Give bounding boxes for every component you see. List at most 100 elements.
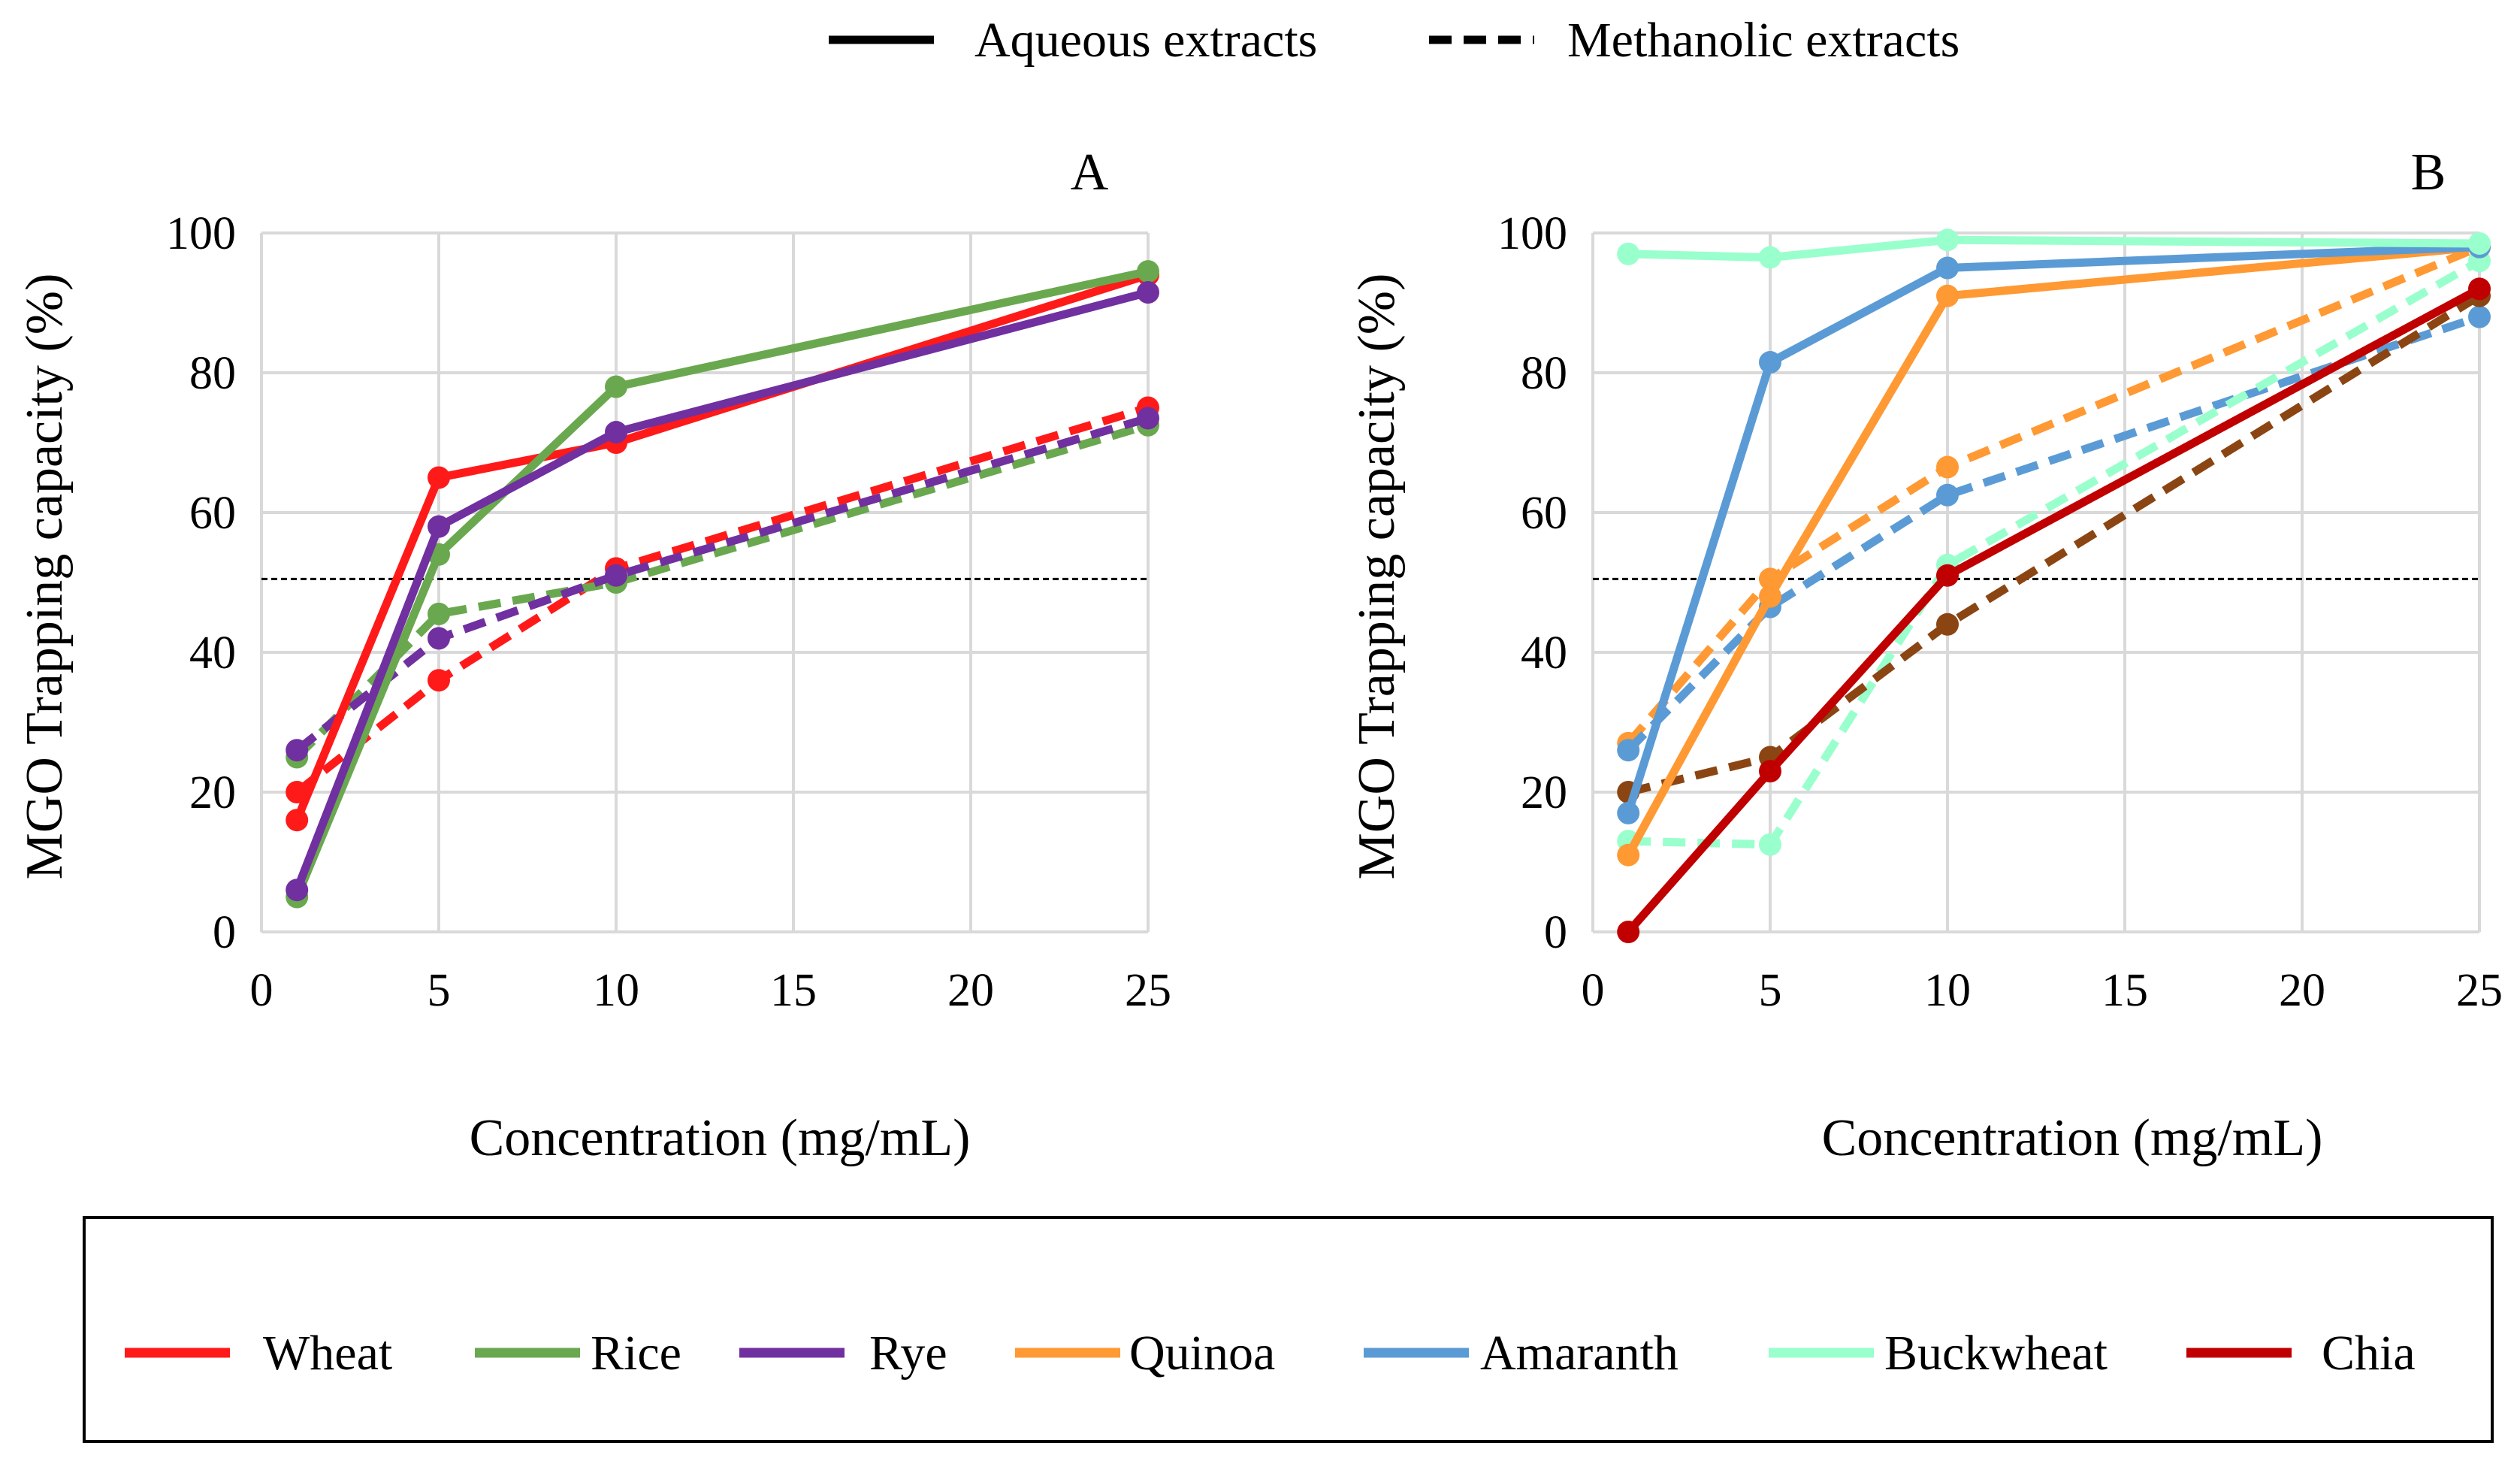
panel-a-y-tick-label: 0 — [213, 907, 236, 958]
panel-a-y-axis-title: MGO Trapping capacity (%) — [16, 274, 74, 880]
panel-a-point-wheat-methanolic — [428, 669, 450, 692]
panel-a-tick-labels: 0 5 10 15 20 25 0 20 40 60 80 100 — [166, 208, 1171, 1016]
panel-b-point-chia-aqueous — [2468, 277, 2491, 301]
panel-b-y-tick-label: 0 — [1544, 907, 1567, 958]
panel-b-axes — [1591, 233, 2479, 933]
panel-a-point-wheat-aqueous — [428, 466, 450, 489]
legend-label-buckwheat: Buckwheat — [1884, 1326, 2108, 1381]
panel-b-point-amaranth-methanolic — [2468, 305, 2491, 328]
panel-b-series-line-quinoa-aqueous — [1624, 243, 2480, 858]
panel-a-point-rye-methanolic — [428, 627, 450, 650]
panel-a-point-rice-aqueous — [1137, 260, 1159, 283]
panel-a-point-rye-aqueous — [1137, 281, 1159, 304]
panel-a-axes — [260, 233, 1148, 933]
panel-b-point-quinoa-aqueous — [1617, 843, 1640, 867]
panel-a-x-tick-label: 25 — [1125, 965, 1171, 1016]
legend-label-wheat: Wheat — [263, 1326, 392, 1381]
panel-b-point-quinoa-aqueous — [1936, 284, 1959, 307]
panel-a-x-tick-label: 5 — [428, 965, 451, 1016]
panel-b-series-line-buckwheat-methanolic — [1628, 257, 2482, 849]
panel-a-y-tick-label: 80 — [189, 348, 236, 399]
panel-a-x-tick-label: 10 — [593, 965, 639, 1016]
panel-b-x-tick-label: 20 — [2279, 965, 2325, 1016]
panel-b-point-buckwheat-aqueous — [1936, 228, 1959, 252]
panel-a-x-tick-label: 0 — [250, 965, 273, 1016]
panel-b-y-tick-label: 100 — [1497, 208, 1567, 259]
legend-item-chia: Chia — [2186, 1326, 2416, 1381]
panel-a-y-tick-label: 40 — [189, 628, 236, 679]
panel-b-point-amaranth-aqueous — [1936, 256, 1959, 280]
panel-b-y-tick-label: 20 — [1521, 767, 1567, 818]
panel-a-series-line-rice-methanolic — [294, 421, 1150, 761]
panel-a-point-rye-methanolic — [286, 739, 309, 762]
panel-a-point-rye-aqueous — [428, 515, 450, 538]
panel-b-point-buckwheat-aqueous — [1617, 242, 1640, 265]
panel-b-x-tick-label: 5 — [1759, 965, 1782, 1016]
panel-b-point-amaranth-aqueous — [1759, 351, 1781, 374]
panel-a-point-wheat-aqueous — [286, 809, 309, 832]
panel-a-point-rye-aqueous — [286, 879, 309, 902]
legend-item-quinoa: Quinoa — [1015, 1326, 1275, 1381]
panel-a-x-axis-title: Concentration (mg/mL) — [470, 1109, 971, 1167]
legend-label-rice: Rice — [591, 1326, 681, 1381]
panel-b-y-tick-label: 40 — [1521, 628, 1567, 679]
panel-b-point-chia-methanolic — [1936, 613, 1959, 636]
panel-a-y-tick-label: 100 — [166, 208, 236, 259]
series-legend: Wheat Rice Rye Quinoa Amaranth Buckwheat… — [83, 1216, 2494, 1443]
panel-b-y-axis-title: MGO Trapping capacity (%) — [1348, 274, 1406, 880]
panel-b-x-tick-label: 15 — [2102, 965, 2148, 1016]
panel-a-label: A — [1071, 144, 1109, 201]
style-legend: Aqueous extracts Methanolic extracts — [829, 13, 1959, 68]
panel-b-point-chia-aqueous — [1617, 921, 1640, 943]
legend-label-chia: Chia — [2322, 1326, 2416, 1381]
panel-b-series-line-amaranth-aqueous — [1624, 243, 2480, 815]
style-legend-dashed-label: Methanolic extracts — [1567, 13, 1959, 68]
legend-item-amaranth: Amaranth — [1364, 1326, 1678, 1381]
panel-b-x-axis-title: Concentration (mg/mL) — [1822, 1109, 2323, 1167]
panel-a-point-rice-aqueous — [605, 375, 627, 398]
panel-b-point-buckwheat-methanolic — [1759, 833, 1781, 856]
panel-a-point-rye-aqueous — [605, 421, 627, 444]
panel-a-x-tick-label: 20 — [947, 965, 994, 1016]
panel-b-series-line-chia-methanolic — [1627, 292, 2482, 797]
legend-label-quinoa: Quinoa — [1129, 1326, 1275, 1381]
panel-b-point-buckwheat-aqueous — [1759, 246, 1781, 269]
panel-a-series-line-rye-aqueous — [293, 288, 1150, 892]
panel-a-x-tick-label: 15 — [770, 965, 817, 1016]
series-legend-box — [83, 1216, 2494, 1443]
panel-a-y-tick-label: 60 — [189, 488, 236, 539]
legend-item-rice: Rice — [475, 1326, 681, 1381]
panel-b-grid — [1593, 231, 2481, 932]
legend-item-buckwheat: Buckwheat — [1769, 1326, 2108, 1381]
panel-b-point-amaranth-methanolic — [1617, 739, 1640, 762]
panel-b-series-line-chia-aqueous — [1625, 285, 2482, 935]
panel-a-series-line-rice-aqueous — [293, 267, 1150, 899]
panel-a-point-rye-methanolic — [605, 564, 627, 587]
panel-b-series-line-buckwheat-aqueous — [1628, 235, 2480, 262]
panel-b-point-amaranth-aqueous — [1617, 801, 1640, 824]
legend-label-amaranth: Amaranth — [1480, 1326, 1678, 1381]
panel-a-point-rye-methanolic — [1137, 407, 1159, 430]
chart-panel-a: 0 5 10 15 20 25 0 20 40 60 80 100 A MGO Trapping ca… — [16, 144, 1171, 1167]
panel-b-y-tick-label: 80 — [1521, 348, 1567, 399]
panel-b-point-chia-aqueous — [1759, 760, 1781, 783]
panel-a-point-rice-methanolic — [428, 602, 450, 625]
chart-panel-b: 0 5 10 15 20 25 0 20 40 60 80 100 B MGO Trapping ca… — [1348, 144, 2503, 1167]
panel-b-series-line-amaranth-methanolic — [1625, 313, 2481, 754]
panel-a-series — [286, 260, 1159, 909]
panel-b-y-tick-label: 60 — [1521, 488, 1567, 539]
panel-a-series-line-rye-methanolic — [294, 414, 1150, 754]
style-legend-solid-label: Aqueous extracts — [974, 13, 1317, 68]
panel-a-y-tick-label: 20 — [189, 767, 236, 818]
panel-b-series — [1617, 228, 2491, 943]
panel-b-tick-labels: 0 5 10 15 20 25 0 20 40 60 80 100 — [1497, 208, 2503, 1016]
panel-b-point-chia-aqueous — [1936, 564, 1959, 587]
panel-b-x-tick-label: 0 — [1582, 965, 1605, 1016]
panel-b-point-amaranth-methanolic — [1936, 483, 1959, 507]
panel-b-x-tick-label: 25 — [2456, 965, 2503, 1016]
panel-b-x-tick-label: 10 — [1924, 965, 1971, 1016]
panel-a-grid — [261, 231, 1150, 932]
legend-item-rye: Rye — [739, 1326, 947, 1381]
panel-b-series-line-quinoa-methanolic — [1625, 243, 2482, 746]
